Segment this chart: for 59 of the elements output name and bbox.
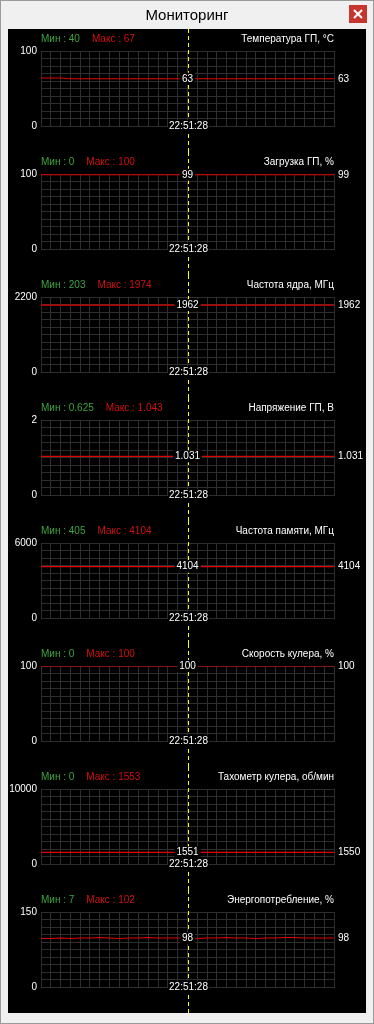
y-tick-label: 150 [20, 905, 38, 917]
annotation: 22:51:28 [169, 857, 209, 869]
annotation: 22:51:28 [169, 119, 209, 131]
annotation: 22:51:28 [169, 980, 209, 992]
text: Макс : 100 [86, 156, 136, 167]
annotation: 22:51:28 [169, 365, 209, 377]
data-label: 1962 [338, 298, 361, 310]
y-tick-label: 6000 [14, 536, 38, 548]
data-label: 100 [338, 659, 356, 671]
y-tick-label: 0 [31, 119, 38, 131]
chart-title: Скорость кулера, % [241, 648, 335, 659]
y-tick-label: 100 [20, 44, 38, 56]
data-label: 98 [338, 931, 350, 943]
text: Мин : 0 [41, 648, 75, 659]
y-tick-label: 0 [31, 980, 38, 992]
text: Макс : 1.043 [105, 402, 164, 413]
y-tick-label: 100 [20, 659, 38, 671]
y-tick-label: 0 [31, 242, 38, 254]
text: Мин : 40 [41, 33, 81, 44]
text: Мин : 405 [41, 525, 86, 536]
y-tick-label: 0 [31, 611, 38, 623]
text: Макс : 1553 [86, 771, 141, 782]
data-label: 1.031 [338, 450, 364, 462]
data-label: 63 [181, 72, 194, 84]
annotation: 22:51:28 [169, 734, 209, 746]
text: Мин : 203 [41, 279, 86, 290]
y-tick-label: 2200 [14, 290, 38, 302]
data-label: 4104 [338, 560, 361, 572]
y-tick-label: 0 [31, 488, 38, 500]
annotation: 22:51:28 [169, 242, 209, 254]
chart-title: Тахометр кулера, об/мин [217, 771, 334, 782]
annotation: 22:51:28 [169, 488, 209, 500]
y-tick-label: 10000 [9, 782, 38, 794]
chart-title: Частота памяти, МГц [235, 525, 335, 536]
y-tick-label: 0 [31, 734, 38, 746]
annotation: 22:51:28 [169, 611, 209, 623]
text: Мин : 0 [41, 156, 75, 167]
data-label: 99 [181, 168, 194, 180]
chart-title: Температура ГП, °C [241, 33, 334, 44]
chart-title: Загрузка ГП, % [263, 156, 335, 167]
text: Мин : 0 [41, 771, 75, 782]
y-tick-label: 100 [20, 167, 38, 179]
text: Макс : 4104 [97, 525, 152, 536]
text: Макс : 67 [91, 33, 136, 44]
text: Макс : 1974 [97, 279, 152, 290]
chart-title: Частота ядра, МГц [246, 279, 335, 290]
data-label: 63 [338, 72, 350, 84]
text: Макс : 102 [86, 894, 136, 905]
text: Мин : 7 [41, 894, 75, 905]
text: Макс : 100 [86, 648, 136, 659]
data-label: 1550 [338, 846, 361, 858]
y-tick-label: 0 [31, 365, 38, 377]
text: Мин : 0.625 [41, 402, 95, 413]
chart-title: Напряжение ГП, В [248, 402, 335, 413]
chart-subtitle: Мониторинг [144, 5, 230, 25]
chart-title: Энергопотребление, % [227, 894, 335, 905]
y-tick-label: 0 [31, 857, 38, 869]
data-label: 99 [338, 168, 350, 180]
y-tick-label: 2 [31, 413, 38, 425]
